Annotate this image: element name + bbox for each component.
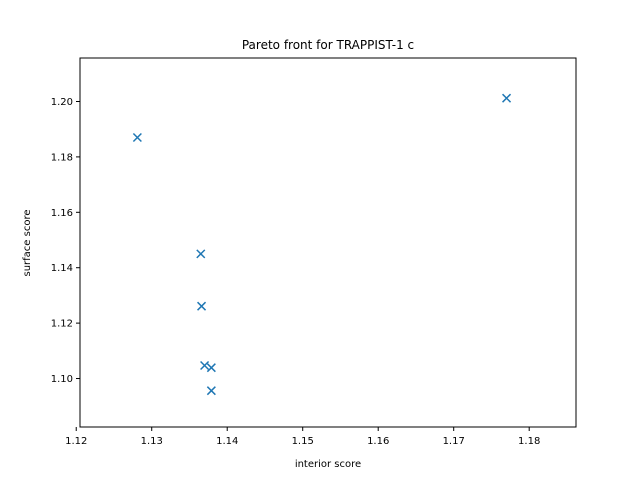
x-axis-ticks: 1.12 1.13 1.14 1.15 1.16 1.17 1.18 bbox=[65, 427, 540, 447]
y-tick-label: 1.12 bbox=[51, 319, 73, 330]
x-tick-label: 1.14 bbox=[216, 436, 238, 447]
y-tick-label: 1.14 bbox=[51, 263, 73, 274]
y-axis-label: surface score bbox=[22, 209, 33, 276]
x-tick-label: 1.16 bbox=[367, 436, 389, 447]
x-tick-label: 1.12 bbox=[65, 436, 87, 447]
x-tick-label: 1.13 bbox=[141, 436, 163, 447]
data-point-marker bbox=[502, 93, 512, 103]
data-point-marker bbox=[206, 363, 216, 373]
y-tick-label: 1.16 bbox=[51, 208, 73, 219]
y-tick-label: 1.20 bbox=[51, 97, 73, 108]
data-point-marker bbox=[200, 360, 210, 371]
x-tick-label: 1.15 bbox=[292, 436, 314, 447]
plot-frame bbox=[79, 57, 577, 428]
x-tick-label: 1.17 bbox=[443, 436, 465, 447]
x-tick-label: 1.18 bbox=[518, 436, 540, 447]
data-points bbox=[132, 93, 512, 396]
y-axis-ticks: 1.10 1.12 1.14 1.16 1.18 1.20 bbox=[51, 97, 80, 385]
data-point-marker bbox=[196, 249, 206, 259]
chart-title: Pareto front for TRAPPIST-1 c bbox=[242, 38, 414, 52]
y-tick-label: 1.10 bbox=[51, 374, 73, 385]
data-point-marker bbox=[206, 386, 216, 396]
data-point-marker bbox=[132, 132, 142, 143]
data-point-marker bbox=[197, 301, 207, 311]
y-tick-label: 1.18 bbox=[51, 152, 73, 163]
x-axis-label: interior score bbox=[295, 459, 361, 470]
